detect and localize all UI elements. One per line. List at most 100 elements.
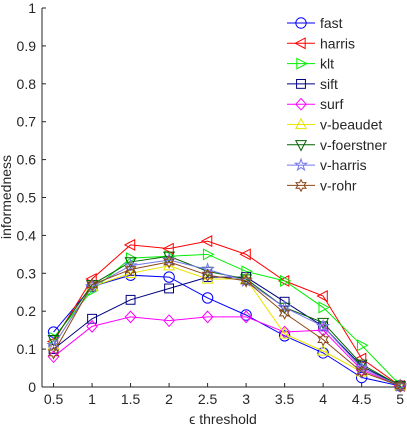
data-point-klt (279, 274, 292, 287)
legend-marker (295, 178, 307, 193)
series-v-beaudet (47, 258, 407, 391)
y-tick-label: 0 (28, 379, 36, 395)
legend-item-surf: surf (287, 96, 343, 112)
legend-marker (294, 37, 306, 50)
legend-marker (295, 17, 307, 29)
axis-ticks: 0.5 1 1.5 2 2.5 3 3.5 4 4.5 5 0 0.1 0.2 0.3 0.4 0.5 0.6 0… (17, 0, 405, 407)
data-point-sift (279, 296, 290, 307)
legend-label: surf (320, 96, 343, 112)
data-point-harris (239, 248, 251, 261)
y-axis-label: informedness (0, 155, 14, 239)
data-point-v-beaudet (278, 327, 291, 339)
legend-label: fast (320, 15, 343, 31)
series-sift (48, 272, 406, 391)
legend-label: v-beaudet (320, 117, 382, 133)
y-tick-label: 0.6 (17, 152, 37, 168)
data-point-harris (200, 235, 213, 248)
data-point-v-rohr (394, 379, 407, 393)
data-point-v-beaudet (47, 338, 60, 350)
y-tick-label: 0.9 (17, 38, 37, 54)
data-point-harris (354, 352, 367, 365)
legend-label: v-foerstner (320, 137, 387, 153)
legend-marker (296, 57, 308, 70)
data-point-surf (163, 314, 175, 328)
data-point-v-harris (354, 360, 369, 375)
legend-label: v-rohr (320, 177, 357, 193)
data-point-v-foerstner (47, 334, 60, 347)
x-tick-label: 2.5 (198, 391, 218, 407)
x-tick-label: 3 (242, 391, 250, 407)
legend-marker (294, 140, 308, 152)
series-line-klt (53, 253, 401, 386)
data-point-v-rohr (124, 262, 137, 277)
x-tick-label: 4.5 (352, 391, 372, 407)
data-point-v-foerstner (124, 257, 137, 269)
legend-item-v-beaudet: v-beaudet (287, 117, 382, 133)
data-point-v-rohr (240, 274, 253, 288)
y-tick-label: 1 (28, 0, 36, 16)
data-point-v-foerstner (317, 317, 330, 330)
data-point-v-rohr (163, 255, 175, 269)
legend-label: klt (320, 56, 334, 72)
legend-label: sift (320, 76, 338, 92)
data-point-surf (47, 350, 60, 364)
data-point-sift (125, 294, 136, 305)
series-v-rohr (47, 255, 407, 393)
data-point-fast (201, 292, 214, 304)
plot-axes (41, 8, 404, 388)
data-point-surf (201, 310, 214, 324)
data-point-klt (356, 339, 369, 352)
series-surf (47, 310, 407, 393)
data-point-v-beaudet (317, 344, 330, 356)
series-line-sift (53, 276, 401, 387)
data-point-surf (124, 310, 137, 324)
x-tick-label: 1.5 (121, 391, 141, 407)
x-tick-label: 1 (88, 391, 96, 407)
data-point-harris (123, 238, 136, 251)
data-point-v-rohr (278, 306, 291, 320)
series-line-v-rohr (53, 261, 401, 387)
legend-item-v-foerstner: v-foerstner (287, 137, 387, 153)
x-tick-label: 5 (396, 391, 404, 407)
y-tick-label: 0.8 (17, 76, 37, 92)
legend-item-sift: sift (287, 76, 338, 92)
legend-marker (293, 157, 309, 172)
data-point-sift (164, 283, 175, 294)
series-v-harris (46, 252, 407, 392)
data-point-surf (240, 310, 252, 324)
x-tick-label: 2 (165, 391, 173, 407)
legend-marker (294, 117, 308, 130)
data-point-v-foerstner (163, 251, 176, 264)
series-harris (46, 235, 405, 392)
series-klt (48, 248, 407, 392)
x-axis-label: ϵ threshold (189, 411, 257, 427)
legend-item-harris: harris (287, 35, 355, 51)
data-point-fast (317, 347, 329, 359)
data-point-v-harris (315, 318, 331, 333)
data-point-harris (162, 242, 174, 255)
chart-legend: fast harris klt sift surf v-beaudet v-foerstne… (287, 15, 387, 193)
data-point-fast (240, 309, 252, 321)
series-line-v-beaudet (53, 265, 401, 387)
legend-label: harris (320, 35, 355, 51)
legend-item-klt: klt (287, 56, 334, 72)
legend-item-v-rohr: v-rohr (287, 177, 357, 193)
data-point-v-harris (84, 279, 100, 293)
data-point-v-rohr (317, 332, 330, 347)
data-point-v-harris (123, 258, 138, 272)
data-point-klt (164, 250, 176, 263)
data-point-surf (86, 319, 98, 333)
x-tick-label: 0.5 (44, 391, 64, 407)
data-point-surf (317, 323, 330, 337)
y-tick-label: 0.2 (17, 303, 37, 319)
data-point-v-rohr (47, 346, 60, 360)
data-point-klt (318, 301, 330, 314)
legend-label: v-harris (320, 157, 367, 173)
legend-item-v-harris: v-harris (287, 157, 367, 173)
data-point-sift (87, 313, 97, 324)
series-fast (47, 269, 406, 392)
data-point-klt (202, 248, 215, 261)
data-point-v-rohr (201, 268, 214, 283)
data-point-v-rohr (355, 365, 368, 379)
x-tick-label: 3.5 (275, 391, 295, 407)
